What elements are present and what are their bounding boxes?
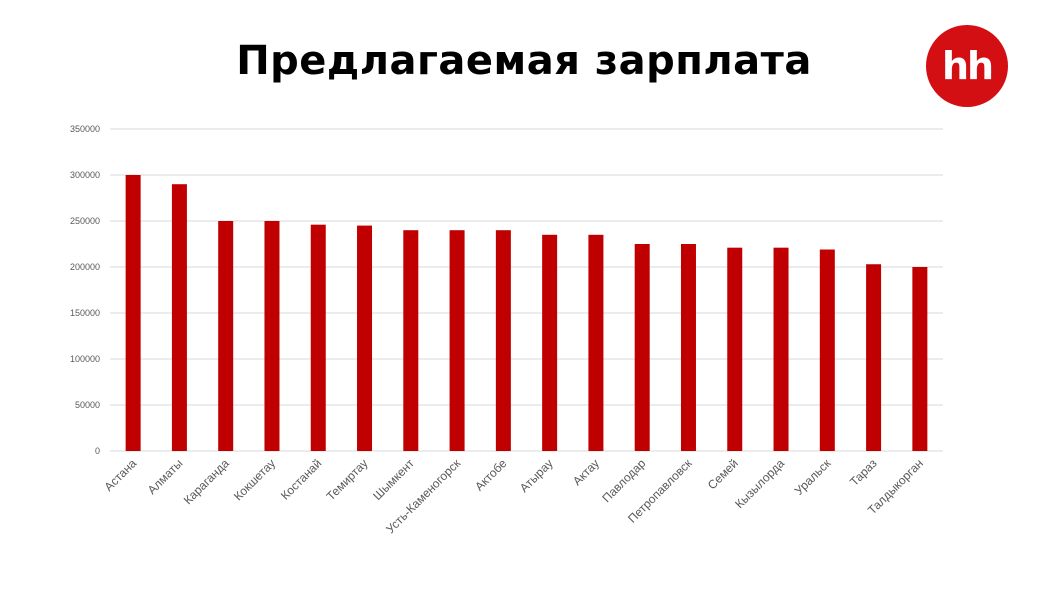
y-tick-label: 200000 <box>70 262 100 272</box>
bar-1 <box>125 175 141 451</box>
bar-16 <box>819 249 835 451</box>
bar-15 <box>773 247 789 451</box>
y-tick-label: 100000 <box>70 354 100 364</box>
bar-11 <box>588 234 604 451</box>
bar-8 <box>449 230 465 451</box>
bar-13 <box>680 244 696 451</box>
x-tick-label: Уральск <box>792 456 834 498</box>
x-tick-label: Кокшетау <box>231 456 278 503</box>
y-tick-label: 150000 <box>70 308 100 318</box>
bar-18 <box>912 267 928 451</box>
y-tick-label: 350000 <box>70 124 100 134</box>
bar-12 <box>634 244 650 451</box>
bar-14 <box>727 247 743 451</box>
bar-17 <box>866 264 882 451</box>
y-tick-label: 300000 <box>70 170 100 180</box>
x-tick-label: Тараз <box>847 456 880 489</box>
x-tick-label: Караганда <box>181 456 232 507</box>
x-tick-label: Астана <box>102 456 140 494</box>
x-tick-label: Актобе <box>472 456 510 494</box>
bar-6 <box>357 225 373 451</box>
bar-7 <box>403 230 419 451</box>
y-tick-label: 250000 <box>70 216 100 226</box>
x-tick-label: Атырау <box>517 456 556 495</box>
x-tick-label: Костанай <box>278 456 324 502</box>
bar-2 <box>171 184 187 451</box>
bar-5 <box>310 224 326 451</box>
x-tick-label: Шымкент <box>370 456 417 503</box>
y-tick-label: 0 <box>95 446 100 456</box>
x-tick-label: Павлодар <box>599 456 648 505</box>
x-tick-label: Кызылорда <box>732 456 787 511</box>
hh-logo: hh <box>926 25 1008 107</box>
x-tick-label: Актау <box>570 456 602 488</box>
y-tick-label: 50000 <box>75 400 100 410</box>
bar-10 <box>542 234 558 451</box>
bar-9 <box>495 230 511 451</box>
x-tick-label: Темиртау <box>324 456 371 503</box>
x-tick-label: Алматы <box>145 456 186 497</box>
page-title: Предлагаемая зарплата <box>236 38 812 84</box>
bar-4 <box>264 221 280 451</box>
x-tick-label: Семей <box>705 456 741 492</box>
bar-3 <box>218 221 234 451</box>
